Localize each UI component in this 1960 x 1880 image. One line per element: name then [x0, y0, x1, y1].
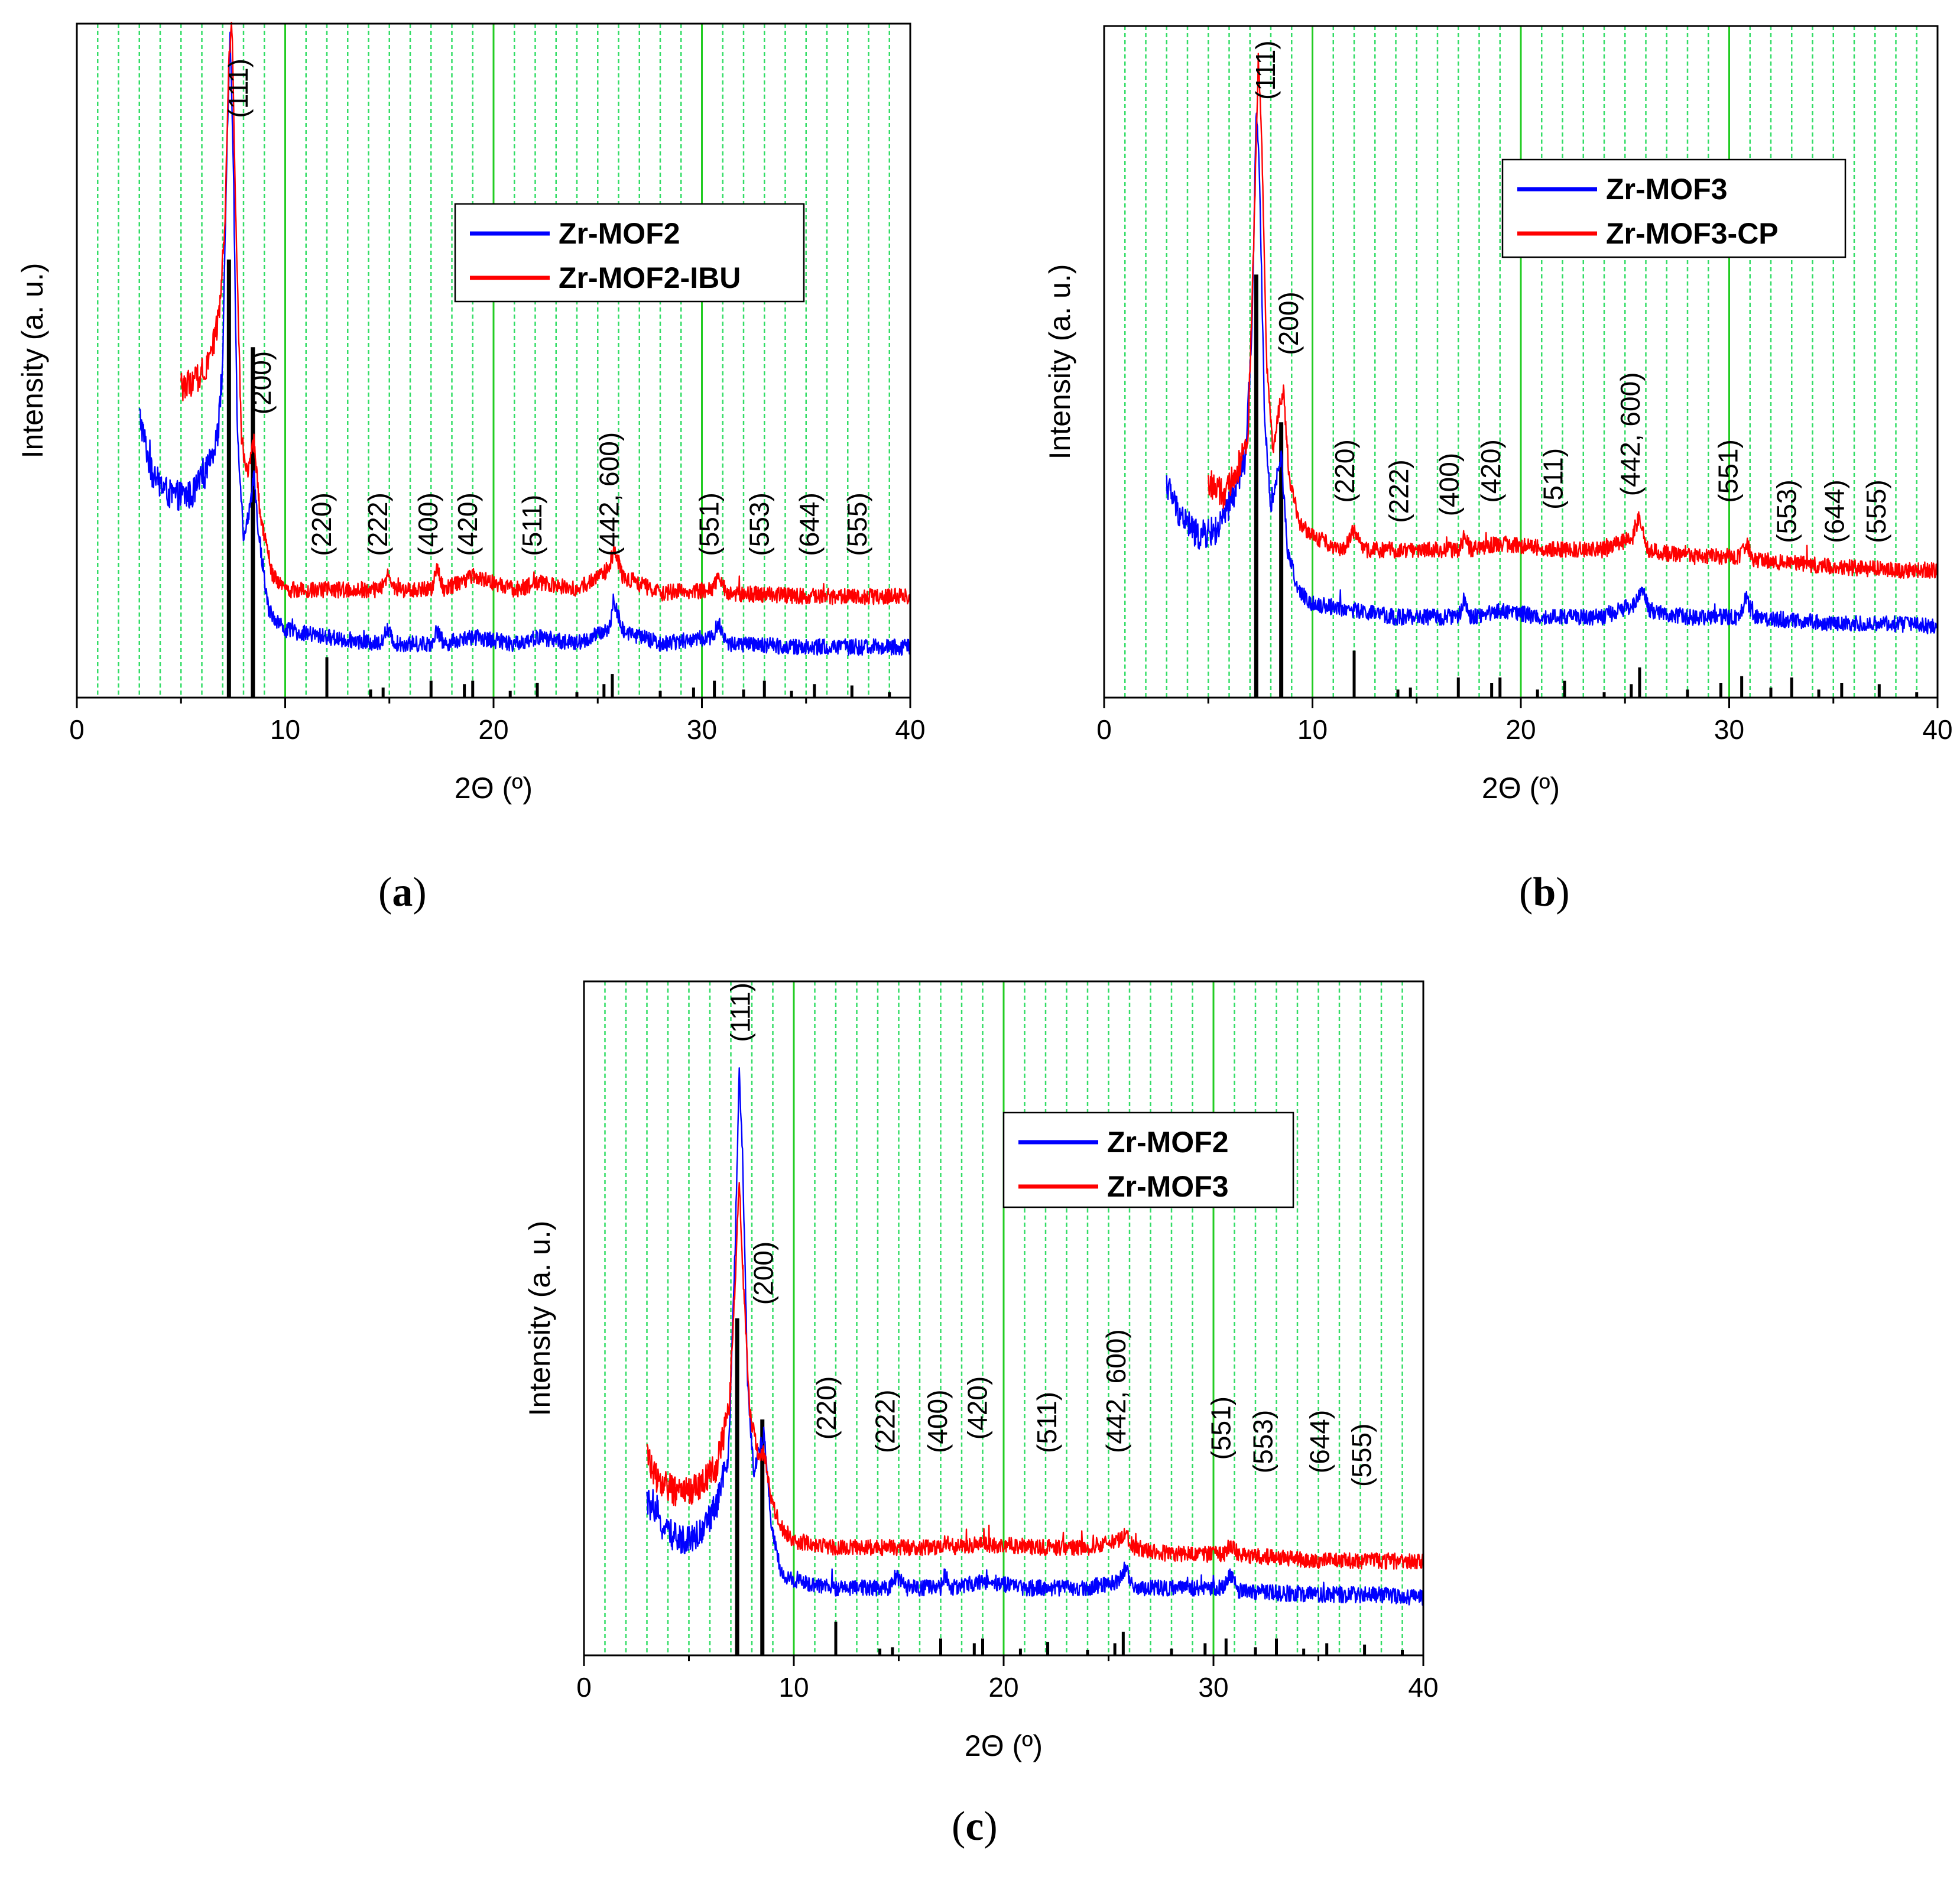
y-axis-label: Intensity (a. u.): [16, 263, 49, 459]
legend: Zr-MOF2 Zr-MOF3: [1002, 1111, 1294, 1208]
series-line-zr-mof2: [646, 1067, 1424, 1606]
peak-label: (400): [413, 492, 443, 556]
x-axis: 0 10 20 30 40: [576, 1655, 1439, 1703]
peak-label: (553): [1247, 1410, 1278, 1473]
peak-label: (222): [362, 492, 393, 556]
legend-label: Zr-MOF3: [1606, 173, 1728, 206]
y-axis-label: Intensity (a. u.): [1043, 264, 1076, 460]
chart-a: 0 10 20 30 40 2Θ (º) Intensity (a. u.) (111) (20…: [16, 21, 926, 805]
peak-label: (220): [1329, 439, 1360, 503]
x-axis: 0 10 20 30 40: [69, 698, 926, 745]
series-line-zr-mof3: [646, 1182, 1424, 1570]
reference-peaks: [1254, 274, 1919, 698]
peak-label: (511): [1538, 448, 1569, 510]
peak-label: (555): [1861, 479, 1891, 543]
y-axis-label: Intensity (a. u.): [523, 1221, 556, 1417]
chart-c: 0 10 20 30 40 2Θ (º) Intensity (a. u.) (111) (20…: [523, 980, 1439, 1762]
peak-label: (200): [748, 1242, 779, 1305]
legend-box: [1501, 158, 1847, 258]
x-tick-label: 10: [270, 714, 300, 745]
peak-label: (420): [962, 1376, 993, 1440]
peak-label: (511): [1031, 1392, 1062, 1453]
peak-label: (511): [517, 495, 547, 556]
x-tick-label: 30: [1714, 714, 1744, 745]
legend-box: [454, 203, 805, 303]
peak-label: (400): [1433, 453, 1464, 516]
peak-label: (420): [452, 492, 483, 556]
peak-label: (551): [1205, 1396, 1236, 1460]
x-tick-label: 40: [1408, 1672, 1438, 1703]
x-axis-label: 2Θ (º): [1482, 772, 1560, 805]
peak-label: (551): [1713, 439, 1744, 503]
peak-label: (222): [1384, 459, 1414, 523]
x-tick-label: 10: [1297, 714, 1328, 745]
x-axis-label: 2Θ (º): [965, 1729, 1043, 1762]
x-tick-label: 30: [1198, 1672, 1228, 1703]
peak-label: (644): [1819, 479, 1849, 543]
x-tick-label: 10: [778, 1672, 809, 1703]
x-tick-label: 40: [1922, 714, 1952, 745]
peak-label: (551): [694, 492, 725, 556]
peak-label: (644): [1304, 1410, 1335, 1473]
legend-label: Zr-MOF3: [1107, 1170, 1229, 1203]
peak-labels: (111) (200) (220) (222) (400) (420) (511) (442,…: [223, 59, 872, 556]
x-tick-label: 20: [478, 714, 508, 745]
x-tick-label: 0: [69, 714, 85, 745]
peak-label: (222): [869, 1390, 900, 1453]
reference-peaks: [735, 1318, 1404, 1655]
peak-label: (420): [1475, 439, 1506, 503]
peak-label: (400): [922, 1390, 953, 1453]
peak-label: (442, 600): [1615, 372, 1646, 496]
legend-label: Zr-MOF2-IBU: [559, 261, 741, 294]
peak-label: (111): [1250, 40, 1281, 100]
peak-label: (200): [1273, 291, 1304, 355]
peak-label: (555): [1346, 1424, 1377, 1487]
series-line-zr-mof3-cp: [1208, 53, 1938, 579]
legend-label: Zr-MOF2: [1107, 1126, 1229, 1159]
x-tick-label: 0: [1096, 714, 1112, 745]
peak-label: (553): [1771, 479, 1802, 543]
legend-box: [1002, 1111, 1294, 1208]
peak-label: (200): [246, 351, 277, 414]
legend-label: Zr-MOF2: [559, 217, 680, 250]
peak-label: (220): [306, 492, 337, 556]
peak-label: (644): [794, 492, 825, 556]
x-tick-label: 30: [687, 714, 717, 745]
caption-b: (b): [1519, 870, 1570, 915]
peak-label: (111): [725, 983, 755, 1042]
peak-label: (111): [223, 59, 254, 118]
legend: Zr-MOF2 Zr-MOF2-IBU: [454, 203, 805, 303]
x-tick-label: 20: [988, 1672, 1018, 1703]
chart-b: 0 10 20 30 40 2Θ (º) Intensity (a. u.) (111) (20…: [1043, 25, 1953, 805]
reference-peaks: [226, 260, 891, 698]
x-tick-label: 40: [895, 714, 925, 745]
peak-label: (442, 600): [1101, 1329, 1131, 1453]
peak-label: (442, 600): [594, 432, 625, 556]
x-tick-label: 20: [1505, 714, 1536, 745]
peak-labels: (111) (200) (220) (222) (400) (420) (511) (442,…: [725, 983, 1377, 1487]
legend-label: Zr-MOF3-CP: [1606, 217, 1779, 250]
caption-a: (a): [378, 870, 427, 915]
peak-labels: (111) (200) (220) (222) (400) (420) (511) (442,…: [1250, 40, 1891, 543]
caption-c: (c): [952, 1804, 998, 1849]
series-line-zr-mof2-ibu: [180, 21, 911, 605]
x-axis: 0 10 20 30 40: [1096, 698, 1953, 745]
peak-label: (553): [744, 492, 774, 556]
legend: Zr-MOF3 Zr-MOF3-CP: [1501, 158, 1847, 258]
x-axis-label: 2Θ (º): [455, 772, 533, 805]
x-tick-label: 0: [576, 1672, 592, 1703]
series-line-zr-mof2: [138, 31, 911, 656]
peak-label: (555): [842, 492, 872, 556]
peak-label: (220): [811, 1376, 842, 1440]
series-line-zr-mof3: [1166, 112, 1938, 635]
